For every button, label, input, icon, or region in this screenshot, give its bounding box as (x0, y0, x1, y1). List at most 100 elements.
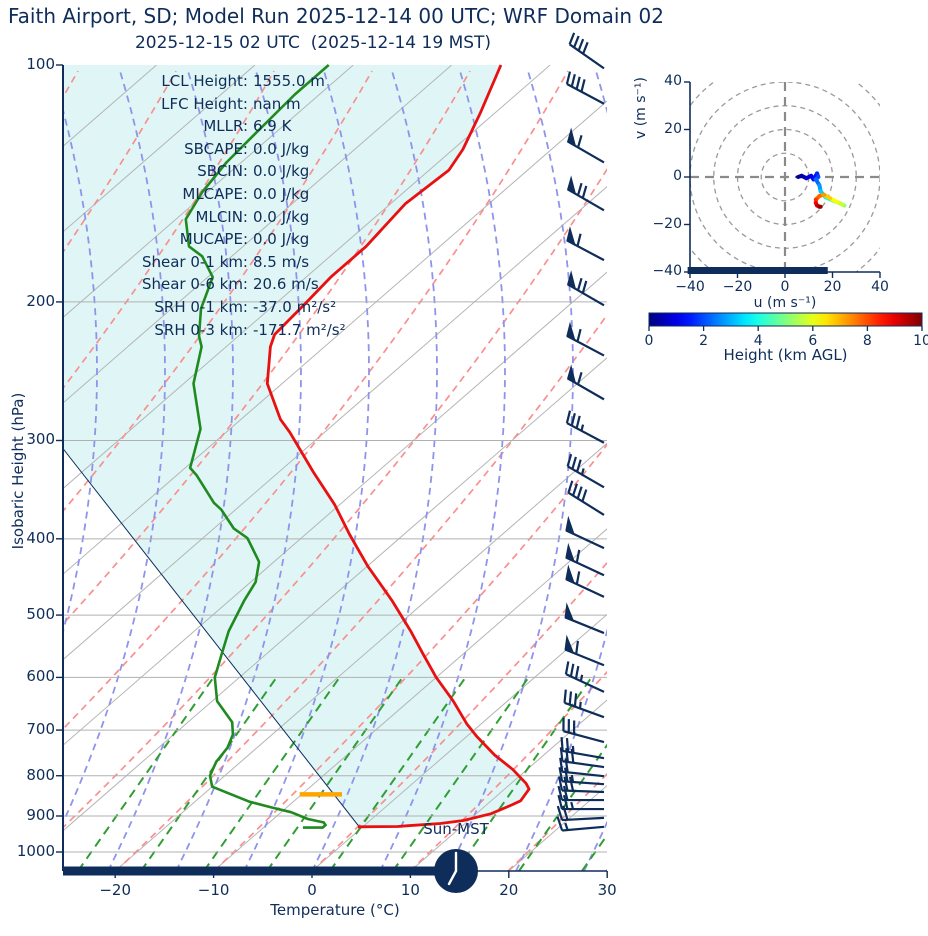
moist-adiabat-line (63, 106, 98, 636)
wind-barb (565, 71, 605, 105)
stat-line: Shear 0-1 km: 8.5 m/s (58, 253, 309, 271)
moist-adiabat-line (924, 71, 928, 871)
temperature-tick-label: 10 (400, 881, 420, 899)
stat-line: MUCAPE: 0.0 J/kg (58, 230, 310, 249)
mixing-ratio-line (455, 676, 593, 871)
mixing-ratio-line (203, 676, 341, 871)
hodo-u-tick-label: 20 (823, 279, 842, 295)
x-axis-label: Temperature (°C) (270, 901, 400, 919)
dry-adiabat-line (605, 868, 607, 871)
hodo-u-tick-label: −20 (722, 279, 753, 295)
hodo-u-tick-label: −40 (675, 279, 705, 295)
temperature-tick-label: 0 (307, 881, 317, 899)
stat-value: 0.0 J/kg (253, 230, 310, 249)
stat-line: LFC Height: nan m (58, 94, 301, 113)
wind-barb (568, 32, 605, 70)
wind-barb (564, 634, 605, 667)
stat-line: SRH 0-1 km: -37.0 m²/s² (58, 298, 336, 316)
stat-value: nan m (253, 94, 301, 113)
dry-adiabat-line (704, 71, 928, 871)
wind-barb (557, 794, 604, 811)
stat-value: 6.9 K (253, 117, 292, 136)
stat-line: SBCAPE: 0.0 J/kg (58, 140, 309, 158)
pressure-tick-label: 200 (26, 291, 55, 310)
wind-barb (565, 564, 605, 598)
pressure-tick-label: 100 (26, 55, 55, 73)
temperature-tick-label: −10 (197, 881, 230, 899)
wind-barb (566, 226, 605, 262)
stat-label: SRH 0-1 km: (154, 298, 248, 316)
parcel-profile-line (63, 449, 360, 827)
stat-label: LCL Height: (161, 72, 248, 90)
moist-adiabat-line (311, 70, 438, 871)
wind-barb (559, 747, 605, 769)
wind-barb (556, 805, 605, 822)
pressure-tick-label: 500 (26, 605, 55, 624)
dry-adiabat-line (63, 70, 569, 731)
stat-value: 0.0 J/kg (253, 162, 310, 181)
colorbar-tick-label: 8 (862, 333, 872, 349)
isotherm-line (63, 185, 607, 661)
hodograph-ground-bar (687, 267, 828, 274)
hodo-v-tick-label: 20 (664, 120, 682, 137)
isotherm-line (311, 613, 607, 871)
isotherm-line (63, 65, 551, 490)
colorbar-tick-label: 6 (808, 333, 818, 349)
stat-line: LCL Height: 1555.0 m (58, 72, 325, 90)
pressure-tick-label: 700 (26, 720, 55, 739)
pressure-tick-label: 300 (26, 430, 55, 449)
isotherm-line (410, 699, 607, 871)
stat-line: SBCIN: 0.0 J/kg (58, 162, 309, 180)
stat-line: MLCIN: 0.0 J/kg (58, 207, 310, 226)
temperature-curve (265, 64, 531, 829)
wind-barb (565, 410, 605, 444)
wind-barb (562, 717, 605, 744)
hodo-v-tick-label: 0 (673, 168, 682, 184)
colorbar-tick-label: 4 (753, 333, 763, 349)
colorbar-tick-label: 2 (699, 333, 709, 349)
stat-line: MLLR: 6.9 K (58, 117, 291, 135)
stat-line: SRH 0-3 km: -171.7 m²/s² (58, 320, 346, 339)
moist-adiabat-line (243, 70, 370, 871)
stat-label: MUCAPE: (179, 230, 248, 249)
wind-barb (566, 453, 605, 489)
dry-adiabat-line (115, 313, 607, 871)
wind-barb (565, 542, 605, 577)
pressure-tick-label: 1000 (16, 842, 55, 860)
temperature-tick-label: 30 (597, 881, 617, 899)
hodograph (690, 82, 880, 272)
moist-adiabat-line (379, 70, 506, 871)
moist-adiabat-line (788, 71, 913, 871)
background-lines (63, 65, 928, 871)
hodo-v-tick-label: −40 (652, 263, 682, 279)
stat-line: MLCAPE: 0.0 J/kg (58, 185, 309, 203)
moist-adiabat-line (856, 71, 928, 871)
wind-barb (566, 321, 605, 357)
dewpoint-curve (184, 64, 330, 829)
colorbar-tick-label: 10 (913, 333, 928, 349)
wind-barb (556, 816, 605, 832)
mixing-ratio-line (140, 676, 278, 871)
stat-value: 20.6 m/s (253, 275, 319, 294)
stat-label: MLCIN: (195, 207, 248, 226)
stat-value: -171.7 m²/s² (253, 320, 346, 339)
page-title: Faith Airport, SD; Model Run 2025-12-14 … (8, 4, 664, 28)
pressure-tick-label: 600 (26, 667, 55, 686)
moist-adiabat-line (515, 70, 607, 871)
isotherm-line (63, 65, 453, 404)
hodo-u-tick-label: 40 (871, 279, 889, 295)
valid-time-subtitle: 2025-12-15 02 UTC (2025-12-14 19 MST) (134, 33, 492, 53)
wind-barb (567, 127, 605, 164)
pressure-tick-label: 400 (26, 528, 55, 547)
pressure-tick-label: 900 (26, 805, 55, 824)
hodo-v-tick-label: −20 (652, 215, 682, 232)
stat-value: 1555.0 m (253, 72, 325, 90)
moist-adiabat-line (447, 70, 574, 871)
moist-adiabat-line (63, 70, 166, 825)
colorbar-label: Height (km AGL) (723, 346, 848, 364)
isotherm-line (63, 271, 607, 746)
moist-adiabat-line (720, 71, 845, 871)
hodo-u-tick-label: 0 (780, 279, 790, 295)
